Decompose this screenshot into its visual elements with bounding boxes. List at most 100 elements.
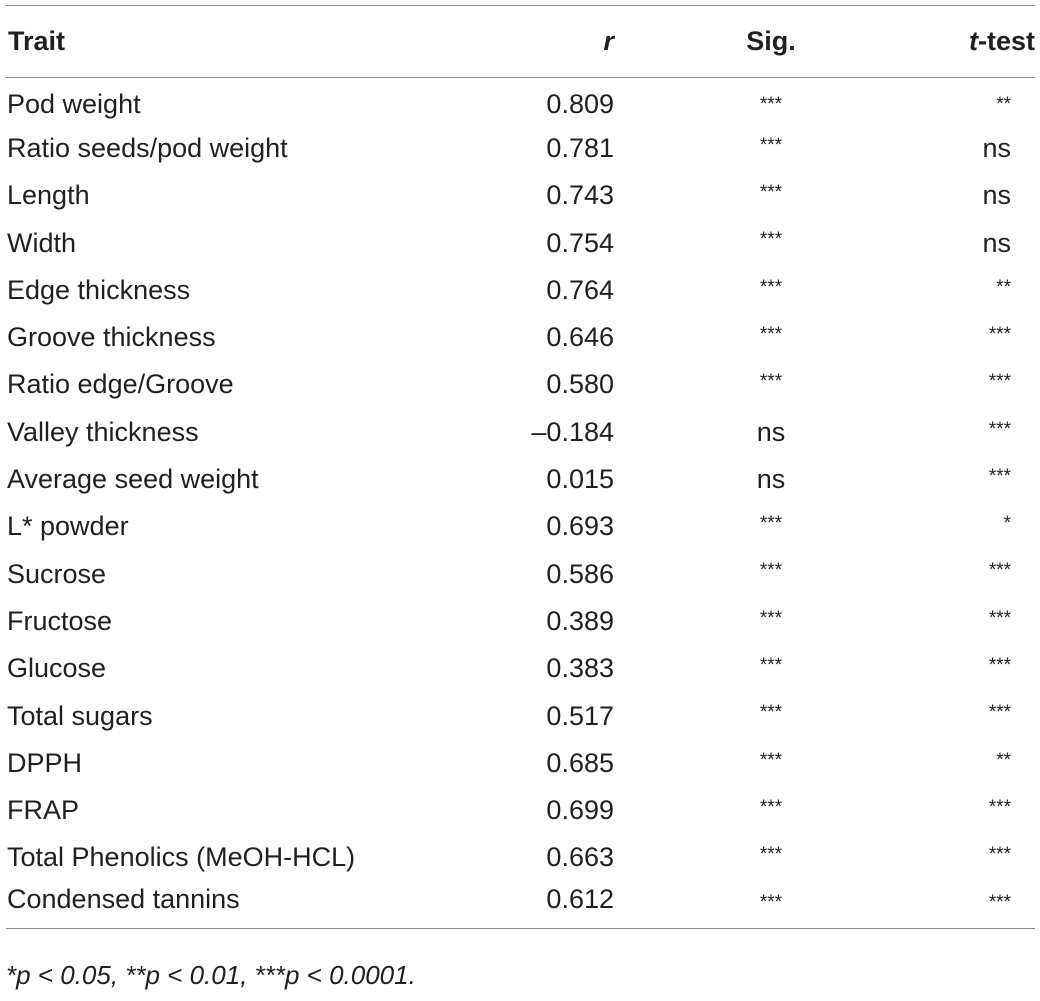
r-cell: 0.580	[546, 369, 614, 400]
sig-cell: ***	[759, 513, 783, 535]
r-cell: 0.764	[546, 274, 614, 305]
sig-cell: ***	[759, 134, 783, 156]
t-test-cell: *	[1003, 513, 1011, 535]
trait-cell: Edge thickness	[7, 274, 191, 305]
r-cell: 0.383	[546, 653, 614, 684]
r-cell: 0.646	[546, 322, 614, 353]
table-row: Groove thickness 0.646 *** ***	[6, 314, 1035, 361]
header-t-suffix: -test	[977, 26, 1035, 56]
t-test-cell: ***	[988, 796, 1011, 818]
table-row: Condensed tannins 0.612 *** ***	[6, 881, 1035, 930]
sig-cell: ***	[656, 881, 886, 930]
table-row: FRAP 0.699 *** ***	[6, 787, 1035, 834]
r-cell: 0.612	[476, 881, 656, 930]
trait-cell: Condensed tannins	[6, 881, 476, 930]
trait-cell: Valley thickness	[7, 416, 199, 447]
trait-cell: Length	[7, 180, 90, 211]
table-row: Pod weight 0.809 *** **	[6, 78, 1035, 125]
trait-cell: Ratio seeds/pod weight	[7, 132, 288, 163]
t-test-cell: ns	[982, 180, 1011, 211]
t-test-cell: ***	[988, 607, 1011, 629]
r-cell: 0.517	[546, 700, 614, 731]
t-test-cell: **	[996, 749, 1011, 771]
sig-cell: ***	[759, 844, 783, 866]
t-test-cell: ns	[982, 227, 1011, 258]
t-test-cell: ns	[982, 132, 1011, 163]
t-test-cell: ***	[988, 323, 1011, 345]
r-cell: 0.586	[546, 558, 614, 589]
sig-cell: ***	[759, 655, 783, 677]
trait-cell: L* powder	[7, 511, 129, 542]
table-header: Trait r Sig. t-test	[6, 5, 1035, 78]
table-row: Valley thickness –0.184 ns ***	[6, 409, 1035, 456]
data-table-container: Trait r Sig. t-test Pod weight 0.809 *** **…	[6, 5, 1035, 930]
sig-cell: ***	[759, 94, 783, 115]
trait-cell: DPPH	[7, 747, 83, 778]
trait-cell: Sucrose	[7, 558, 107, 589]
r-cell: 0.699	[546, 795, 614, 826]
sig-cell: ***	[759, 796, 783, 818]
table-row: Edge thickness 0.764 *** **	[6, 267, 1035, 314]
table-row: Total Phenolics (MeOH-HCL) 0.663 *** ***	[6, 834, 1035, 881]
table-row: Sucrose 0.586 *** ***	[6, 550, 1035, 597]
sig-cell: ***	[759, 229, 783, 251]
trait-cell: Groove thickness	[7, 322, 216, 353]
header-sig: Sig.	[656, 5, 886, 78]
r-cell: 0.389	[546, 605, 614, 636]
trait-cell: Ratio edge/Groove	[7, 369, 234, 400]
trait-cell: Average seed weight	[7, 464, 259, 495]
t-test-cell: ***	[988, 418, 1011, 440]
sig-cell: ***	[759, 182, 783, 204]
sig-cell: ns	[756, 416, 786, 447]
table-row: Fructose 0.389 *** ***	[6, 598, 1035, 645]
sig-cell: ***	[759, 607, 783, 629]
header-r: r	[476, 5, 656, 78]
sig-cell: ***	[759, 560, 783, 582]
header-row: Trait r Sig. t-test	[6, 5, 1035, 78]
r-cell: 0.693	[546, 511, 614, 542]
t-test-cell: ***	[988, 655, 1011, 677]
table-row: DPPH 0.685 *** **	[6, 740, 1035, 787]
r-cell: –0.184	[531, 416, 614, 447]
r-cell: 0.685	[546, 747, 614, 778]
t-test-cell: ***	[988, 371, 1011, 393]
sig-cell: ns	[756, 464, 786, 495]
header-t-test: t-test	[886, 5, 1035, 78]
sig-cell: ***	[759, 702, 783, 724]
t-test-cell: ***	[988, 702, 1011, 724]
table-footnote: *p < 0.05, **p < 0.01, ***p < 0.0001.	[6, 960, 416, 990]
t-test-cell: **	[996, 276, 1011, 298]
r-cell: 0.743	[546, 180, 614, 211]
t-test-cell: ***	[988, 844, 1011, 866]
t-test-cell: **	[996, 94, 1011, 115]
t-test-cell: ***	[988, 465, 1011, 487]
trait-cell: Total sugars	[7, 700, 153, 731]
r-cell: 0.781	[546, 132, 614, 163]
r-cell: 0.809	[546, 88, 614, 119]
table-row: Average seed weight 0.015 ns ***	[6, 456, 1035, 503]
t-test-cell: ***	[886, 881, 1035, 930]
table-row: Ratio seeds/pod weight 0.781 *** ns	[6, 125, 1035, 172]
trait-cell: FRAP	[7, 795, 80, 826]
sig-cell: ***	[759, 276, 783, 298]
trait-cell: Width	[7, 227, 77, 258]
header-t-prefix: t	[968, 26, 978, 56]
r-cell: 0.663	[546, 842, 614, 873]
table-row: Width 0.754 *** ns	[6, 219, 1035, 266]
trait-cell: Fructose	[7, 605, 113, 636]
table-row: L* powder 0.693 *** *	[6, 503, 1035, 550]
trait-cell: Glucose	[7, 653, 107, 684]
header-trait: Trait	[6, 5, 476, 78]
table-row: Ratio edge/Groove 0.580 *** ***	[6, 361, 1035, 408]
r-cell: 0.754	[546, 227, 614, 258]
sig-cell: ***	[759, 371, 783, 393]
table-body: Pod weight 0.809 *** ** Ratio seeds/pod weig…	[6, 78, 1035, 930]
trait-cell: Total Phenolics (MeOH-HCL)	[7, 842, 356, 873]
table-row: Total sugars 0.517 *** ***	[6, 692, 1035, 739]
correlation-table: Trait r Sig. t-test Pod weight 0.809 *** **…	[6, 5, 1035, 930]
r-cell: 0.015	[546, 464, 614, 495]
table-row: Glucose 0.383 *** ***	[6, 645, 1035, 692]
t-test-cell: ***	[988, 560, 1011, 582]
trait-cell: Pod weight	[7, 88, 141, 119]
table-row: Length 0.743 *** ns	[6, 172, 1035, 219]
